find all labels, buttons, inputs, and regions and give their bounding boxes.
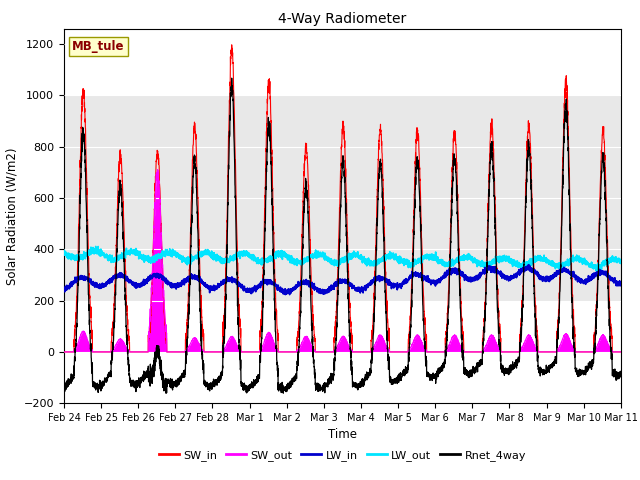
- Text: MB_tule: MB_tule: [72, 40, 125, 53]
- Legend: SW_in, SW_out, LW_in, LW_out, Rnet_4way: SW_in, SW_out, LW_in, LW_out, Rnet_4way: [154, 445, 531, 465]
- Y-axis label: Solar Radiation (W/m2): Solar Radiation (W/m2): [5, 147, 18, 285]
- Bar: [64, 96, 621, 300]
- Title: 4-Way Radiometer: 4-Way Radiometer: [278, 12, 406, 26]
- X-axis label: Time: Time: [328, 429, 357, 442]
